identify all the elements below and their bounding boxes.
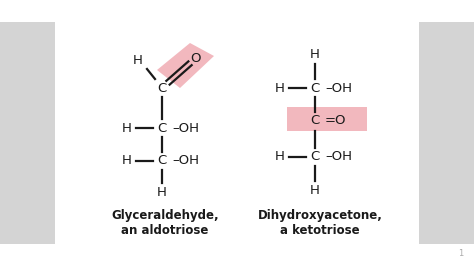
Text: =O: =O	[325, 114, 346, 127]
Bar	[0, 0, 474, 22]
Text: H: H	[310, 184, 320, 197]
Text: C: C	[157, 81, 167, 94]
Text: C: C	[310, 151, 319, 164]
Text: C: C	[310, 114, 319, 127]
Text: H: H	[122, 122, 132, 135]
Text: H: H	[310, 48, 320, 61]
Bar	[55, 22, 419, 244]
Text: C: C	[157, 122, 167, 135]
Text: Dihydroxyacetone,: Dihydroxyacetone,	[257, 209, 383, 222]
Text: a ketotriose: a ketotriose	[280, 223, 360, 236]
Text: –OH: –OH	[325, 151, 352, 164]
Bar	[287, 107, 367, 131]
Text: H: H	[157, 185, 167, 198]
Text: C: C	[310, 81, 319, 94]
Text: O: O	[191, 52, 201, 64]
Text: –OH: –OH	[172, 155, 199, 168]
Text: Glyceraldehyde,: Glyceraldehyde,	[111, 209, 219, 222]
Text: H: H	[275, 81, 285, 94]
Polygon shape	[157, 43, 214, 88]
Text: –OH: –OH	[325, 81, 352, 94]
Text: H: H	[122, 155, 132, 168]
Text: –OH: –OH	[172, 122, 199, 135]
Bar	[0, 244, 474, 266]
Text: H: H	[133, 53, 143, 66]
Text: H: H	[275, 151, 285, 164]
Text: an aldotriose: an aldotriose	[121, 223, 209, 236]
Text: 1: 1	[458, 249, 463, 258]
Text: C: C	[157, 155, 167, 168]
